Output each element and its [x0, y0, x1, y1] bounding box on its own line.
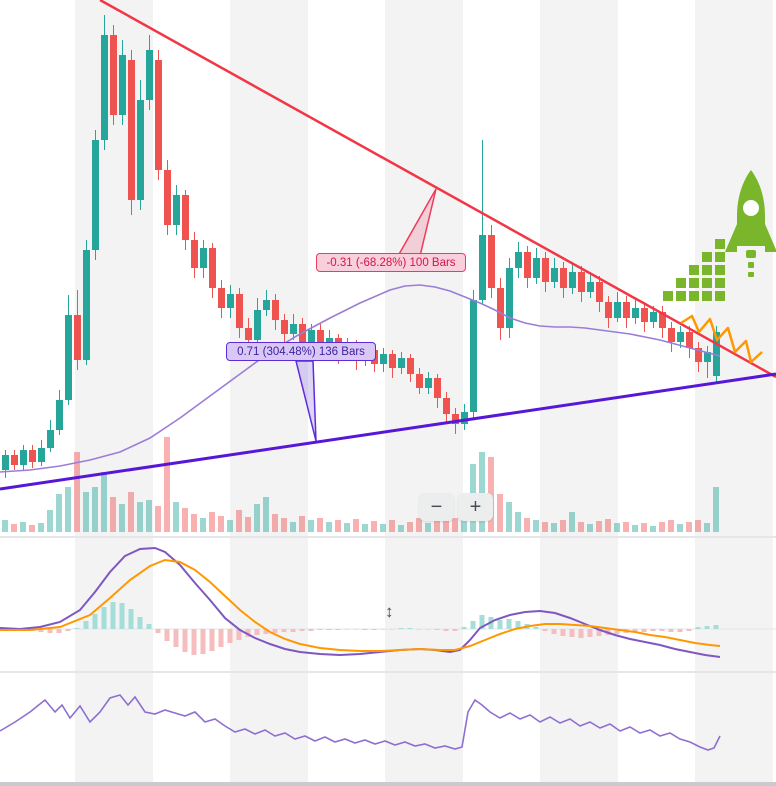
pane-divider[interactable]	[0, 536, 776, 538]
ascending-support-trendline[interactable]	[0, 372, 776, 491]
horizontal-scrollbar[interactable]	[0, 782, 776, 786]
volume-series	[2, 437, 719, 532]
growth-rocket-logo-icon	[663, 170, 776, 301]
price-range-label-up[interactable]: 0.71 (304.48%) 136 Bars	[226, 342, 376, 361]
pane-resize-cursor-icon: ↕	[385, 602, 394, 621]
zoom-controls: − +	[419, 493, 493, 521]
macd-signal-line	[0, 558, 721, 652]
zigzag-drawing[interactable]	[680, 314, 763, 364]
measure-pointer-0[interactable]	[396, 188, 437, 257]
pane-divider[interactable]	[0, 671, 776, 673]
measure-pointer-1[interactable]	[295, 360, 317, 442]
price-range-label-down[interactable]: -0.31 (-68.28%) 100 Bars	[316, 253, 466, 272]
lower-oscillator-line	[0, 694, 721, 751]
descending-resistance-trendline[interactable]	[99, 0, 776, 379]
zoom-in-button[interactable]: +	[458, 493, 493, 521]
zoom-out-button[interactable]: −	[419, 493, 454, 521]
candlestick-series	[2, 15, 720, 478]
macd-line	[0, 546, 721, 658]
moving-average-line	[0, 284, 721, 473]
